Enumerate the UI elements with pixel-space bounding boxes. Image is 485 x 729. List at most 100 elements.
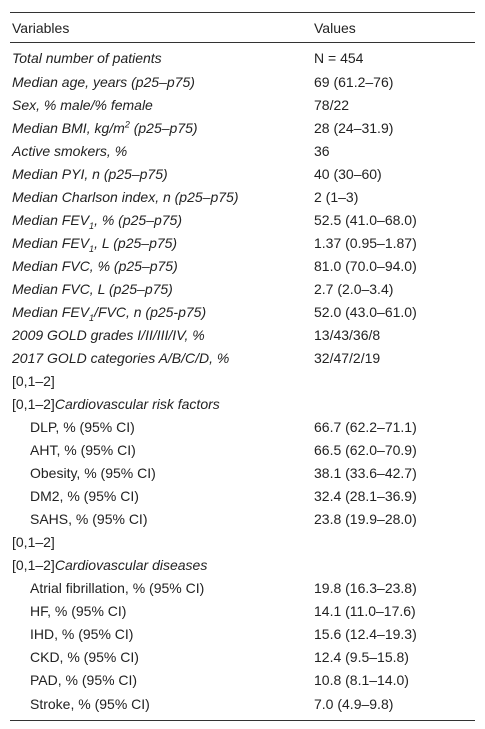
table-row: Obesity, % (95% CI) 38.1 (33.6–42.7) [10,461,475,484]
label-text: Median Charlson index, n (p25–p75) [12,188,239,205]
value-cell: 1.37 (0.95–1.87) [314,234,417,251]
value-cell: 66.7 (62.2–71.1) [314,418,417,435]
value-cell: N = 454 [314,49,364,66]
value-cell: 13/43/36/8 [314,326,381,343]
table-row: Median PYI, n (p25–p75) 40 (30–60) [10,162,475,185]
label-text: Median FEV [12,234,90,251]
section-title: Cardiovascular risk factors [54,395,220,412]
table-row: CKD, % (95% CI) 12.4 (9.5–15.8) [10,645,475,668]
label-cell: Sex, % male/% female [10,93,312,116]
header-cell: Variables [10,12,312,43]
label-text: DLP, % (95% CI) [30,418,135,435]
label-cell: DLP, % (95% CI) [10,415,312,438]
table-row: Median FVC, L (p25–p75) 2.7 (2.0–3.4) [10,277,475,300]
label-cell: Median FVC, % (p25–p75) [10,254,312,277]
label-text: (p25–p75) [129,119,198,136]
label-text: Median FEV [12,211,90,228]
table-row: 2017 GOLD categories A/B/C/D, % 32/47/2/1… [10,346,475,369]
label-cell: [0,1–2]Cardiovascular diseases [10,553,312,576]
value-cell: 69 (61.2–76) [314,73,394,90]
value-cell: 40 (30–60) [314,165,382,182]
label-cell: DM2, % (95% CI) [10,484,312,507]
value-cell: 36 [314,142,330,159]
table-row: 2009 GOLD grades I/II/III/IV, % 13/43/36/… [10,323,475,346]
label-text: IHD, % (95% CI) [30,625,134,642]
label-cell: Active smokers, % [10,139,312,162]
label-text: [0,1–2] [12,372,55,389]
table-row: Median FEV1, L (p25–p75) 1.37 (0.95–1.87) [10,231,475,254]
table-row: Median FEV1, % (p25–p75) 52.5 (41.0–68.0) [10,208,475,231]
label-text: Active smokers, % [12,142,128,159]
label-text: Median FVC, L (p25–p75) [12,280,173,297]
label-text: /FVC, n (p25-p75) [94,303,207,320]
label-text: Median FVC, % (p25–p75) [12,257,178,274]
label-text: [0,1–2] [12,533,55,550]
label-text: DM2, % (95% CI) [30,487,139,504]
value-cell [312,369,475,392]
section-title: Cardiovascular diseases [54,556,208,573]
label-text: Median PYI, n (p25–p75) [12,165,168,182]
label-cell: PAD, % (95% CI) [10,668,312,691]
header-row: Variables Values [10,12,475,43]
value-cell: 19.8 (16.3–23.8) [314,579,417,596]
label-text: Sex, % male/% female [12,96,153,113]
value-cell: 81.0 (70.0–94.0) [314,257,417,274]
value-cell: 32/47/2/19 [314,349,381,366]
table-row: IHD, % (95% CI) 15.6 (12.4–19.3) [10,622,475,645]
label-text: Median age, years (p25–p75) [12,73,195,90]
label-cell: Obesity, % (95% CI) [10,461,312,484]
label-cell: [0,1–2]Cardiovascular risk factors [10,392,312,415]
label-cell: [0,1–2] [10,369,312,392]
table-row: Median Charlson index, n (p25–p75) 2 (1–3… [10,185,475,208]
table-row: Total number of patients N = 454 [10,43,475,71]
data-table: Variables Values Total number of patient… [10,12,475,721]
table-row: Atrial fibrillation, % (95% CI) 19.8 (16.… [10,576,475,599]
table-row: Stroke, % (95% CI) 7.0 (4.9–9.8) [10,691,475,721]
subscript: 1 [89,243,95,254]
subscript: 1 [89,312,95,323]
value-cell: 78/22 [314,96,350,113]
table-row: AHT, % (95% CI) 66.5 (62.0–70.9) [10,438,475,461]
label-text: CKD, % (95% CI) [30,648,139,665]
table-body: Total number of patients N = 454 Median ag… [10,43,475,721]
label-text: SAHS, % (95% CI) [30,510,148,527]
value-cell: 52.5 (41.0–68.0) [314,211,417,228]
value-cell: 2.7 (2.0–3.4) [314,280,394,297]
label-text: Total number of patients [12,49,162,66]
table-row: DM2, % (95% CI) 32.4 (28.1–36.9) [10,484,475,507]
table-row: Median FVC, % (p25–p75) 81.0 (70.0–94.0) [10,254,475,277]
label-text: 2009 GOLD grades I/II/III/IV, % [12,326,205,343]
value-cell: 10.8 (8.1–14.0) [314,671,409,688]
label-cell: Median BMI, kg/m2 (p25–p75) [10,116,312,139]
table-row: Median BMI, kg/m2 (p25–p75) 28 (24–31.9) [10,116,475,139]
label-cell: Median age, years (p25–p75) [10,70,312,93]
label-text: 2017 GOLD categories A/B/C/D, % [12,349,230,366]
label-cell: Median FEV1, % (p25–p75) [10,208,312,231]
label-text: [0,1–2] [12,395,55,412]
label-cell: Median FEV1, L (p25–p75) [10,231,312,254]
label-text: Median FEV [12,303,90,320]
label-cell: Median FEV1/FVC, n (p25-p75) [10,300,312,323]
table-row: [0,1–2]Cardiovascular risk factors [10,392,475,415]
label-cell: Total number of patients [10,43,312,71]
label-cell: Median FVC, L (p25–p75) [10,277,312,300]
value-cell: 7.0 (4.9–9.8) [314,696,394,712]
label-cell: Median Charlson index, n (p25–p75) [10,185,312,208]
value-cell: 66.5 (62.0–70.9) [314,441,417,458]
table-row: Active smokers, % 36 [10,139,475,162]
value-cell: 52.0 (43.0–61.0) [314,303,417,320]
label-text: PAD, % (95% CI) [30,671,138,688]
table-row: [0,1–2]Cardiovascular diseases [10,553,475,576]
label-cell: AHT, % (95% CI) [10,438,312,461]
superscript: 2 [124,118,130,129]
label-text: , L (p25–p75) [94,234,178,251]
label-cell: HF, % (95% CI) [10,599,312,622]
label-cell: 2009 GOLD grades I/II/III/IV, % [10,323,312,346]
table-row: HF, % (95% CI) 14.1 (11.0–17.6) [10,599,475,622]
label-text: Median BMI, kg/m [12,119,125,136]
table-row: PAD, % (95% CI) 10.8 (8.1–14.0) [10,668,475,691]
value-cell: 14.1 (11.0–17.6) [314,602,416,619]
value-cell: 28 (24–31.9) [314,119,394,136]
label-cell: 2017 GOLD categories A/B/C/D, % [10,346,312,369]
